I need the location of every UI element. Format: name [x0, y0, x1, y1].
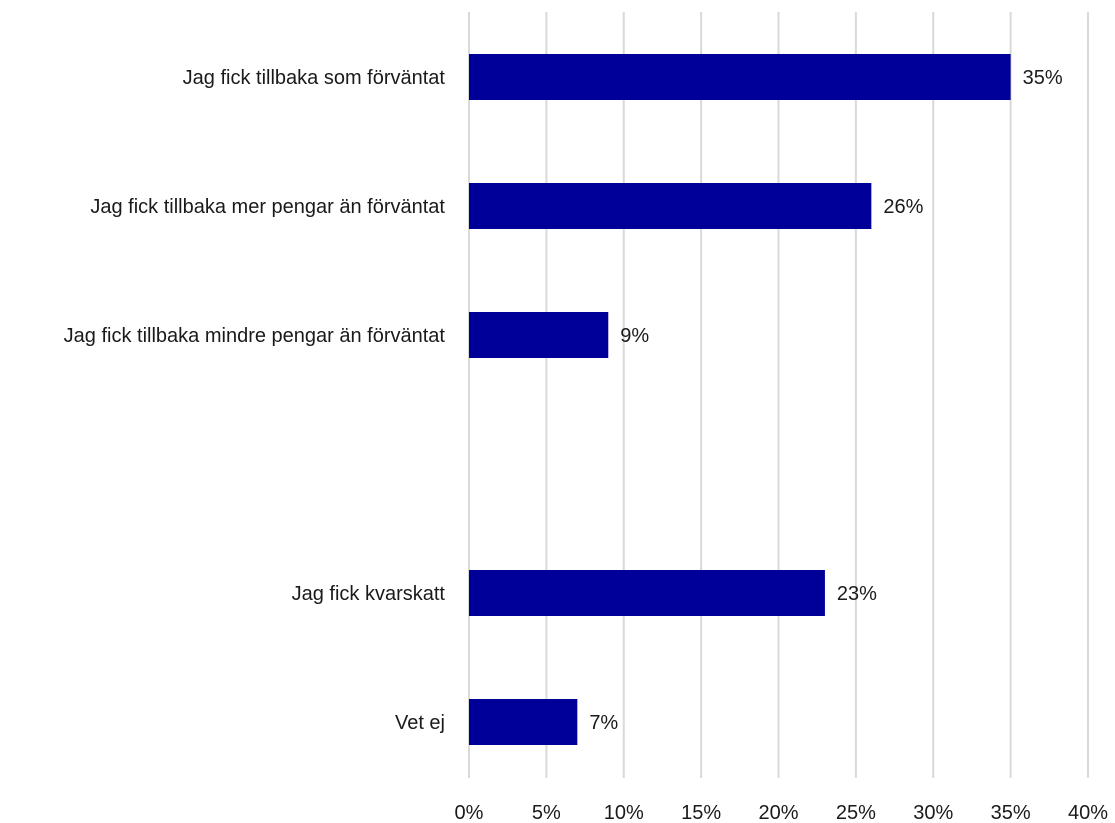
bar [469, 54, 1011, 100]
bar-value-label: 26% [883, 196, 923, 218]
bar [469, 570, 825, 616]
x-tick-label: 5% [532, 802, 561, 823]
bars [469, 54, 1011, 745]
x-tick-label: 40% [1068, 802, 1108, 823]
x-tick-label: 35% [991, 802, 1031, 823]
x-tick-label: 15% [681, 802, 721, 823]
x-tick-label: 20% [758, 802, 798, 823]
bar [469, 699, 578, 745]
category-label: Jag fick tillbaka som förväntat [183, 67, 446, 89]
bar-value-label: 9% [620, 325, 649, 347]
category-label: Jag fick tillbaka mindre pengar än förvä… [64, 325, 446, 347]
x-tick-label: 30% [913, 802, 953, 823]
bar [469, 312, 609, 358]
gridlines [468, 12, 1089, 778]
x-tick-label: 10% [604, 802, 644, 823]
bar [469, 183, 872, 229]
bar-value-label: 35% [1023, 67, 1063, 89]
category-labels: Jag fick tillbaka som förväntat Jag fick … [64, 67, 446, 734]
x-tick-label: 25% [836, 802, 876, 823]
x-axis-tick-labels: 0% 5% 10% 15% 20% 25% 30% 35% 40% [455, 802, 1109, 823]
category-label: Jag fick tillbaka mer pengar än förvänta… [90, 196, 445, 218]
category-label: Jag fick kvarskatt [292, 583, 446, 605]
value-labels: 35% 26% 9% 23% 7% [589, 67, 1063, 734]
x-tick-label: 0% [455, 802, 484, 823]
category-label: Vet ej [395, 712, 445, 734]
bar-value-label: 23% [837, 583, 877, 605]
bar-value-label: 7% [589, 712, 618, 734]
